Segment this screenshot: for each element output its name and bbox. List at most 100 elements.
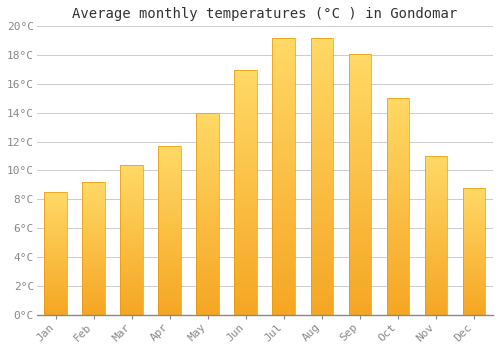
Bar <box>310 79 334 82</box>
Bar <box>120 222 143 223</box>
Bar <box>462 268 485 269</box>
Bar <box>310 132 334 135</box>
Bar <box>158 222 181 224</box>
Bar <box>348 171 372 174</box>
Bar <box>272 268 295 271</box>
Bar <box>158 212 181 214</box>
Bar <box>196 218 220 220</box>
Bar <box>386 313 409 315</box>
Bar <box>82 301 105 303</box>
Bar <box>272 262 295 265</box>
Bar <box>196 270 220 272</box>
Bar <box>272 304 295 306</box>
Bar <box>272 234 295 237</box>
Bar <box>82 214 105 215</box>
Bar <box>196 206 220 208</box>
Bar <box>348 241 372 244</box>
Bar <box>272 138 295 140</box>
Bar <box>272 293 295 295</box>
Bar <box>386 306 409 308</box>
Bar <box>120 214 143 216</box>
Bar <box>158 202 181 203</box>
Bar <box>196 230 220 232</box>
Bar <box>348 135 372 137</box>
Bar <box>120 204 143 205</box>
Bar <box>462 276 485 278</box>
Bar <box>424 169 448 170</box>
Bar <box>44 298 67 299</box>
Bar <box>234 182 258 185</box>
Bar <box>234 173 258 175</box>
Bar <box>234 177 258 180</box>
Bar <box>44 229 67 230</box>
Bar <box>196 149 220 151</box>
Bar <box>462 253 485 254</box>
Bar <box>386 265 409 267</box>
Bar <box>386 150 409 153</box>
Bar <box>310 284 334 287</box>
Bar <box>424 308 448 310</box>
Bar <box>424 175 448 177</box>
Bar <box>310 82 334 85</box>
Bar <box>196 172 220 173</box>
Bar <box>462 297 485 298</box>
Bar <box>120 181 143 183</box>
Bar <box>386 126 409 129</box>
Bar <box>44 219 67 220</box>
Bar <box>82 198 105 199</box>
Bar <box>424 229 448 231</box>
Bar <box>310 281 334 284</box>
Bar <box>234 97 258 99</box>
Bar <box>424 185 448 186</box>
Bar <box>462 310 485 311</box>
Bar <box>386 295 409 298</box>
Bar <box>462 287 485 288</box>
Bar <box>234 273 258 275</box>
Bar <box>44 207 67 208</box>
Bar <box>462 217 485 218</box>
Bar <box>462 219 485 221</box>
Bar <box>82 264 105 266</box>
Bar <box>310 151 334 154</box>
Bar <box>386 172 409 174</box>
Bar <box>272 201 295 204</box>
Bar <box>272 63 295 65</box>
Bar <box>386 124 409 126</box>
Bar <box>348 111 372 114</box>
Bar <box>82 186 105 187</box>
Bar <box>462 207 485 208</box>
Bar <box>196 125 220 127</box>
Bar <box>120 265 143 267</box>
Bar <box>424 291 448 293</box>
Bar <box>348 278 372 281</box>
Bar <box>386 287 409 289</box>
Bar <box>158 271 181 273</box>
Bar <box>234 155 258 158</box>
Bar <box>424 181 448 183</box>
Bar <box>44 238 67 239</box>
Bar <box>234 82 258 84</box>
Bar <box>82 199 105 201</box>
Bar <box>158 304 181 306</box>
Bar <box>82 226 105 227</box>
Bar <box>158 180 181 181</box>
Bar <box>234 234 258 236</box>
Bar <box>424 266 448 267</box>
Bar <box>234 99 258 102</box>
Bar <box>234 158 258 160</box>
Bar <box>462 213 485 215</box>
Bar <box>272 182 295 184</box>
Bar <box>120 228 143 229</box>
Bar <box>234 253 258 256</box>
Bar <box>120 244 143 246</box>
Bar <box>44 302 67 304</box>
Bar <box>424 300 448 302</box>
Bar <box>462 223 485 225</box>
Bar <box>386 211 409 213</box>
Bar <box>234 143 258 146</box>
Bar <box>348 218 372 221</box>
Bar <box>82 247 105 248</box>
Bar <box>310 162 334 165</box>
Bar <box>82 276 105 278</box>
Bar <box>272 290 295 293</box>
